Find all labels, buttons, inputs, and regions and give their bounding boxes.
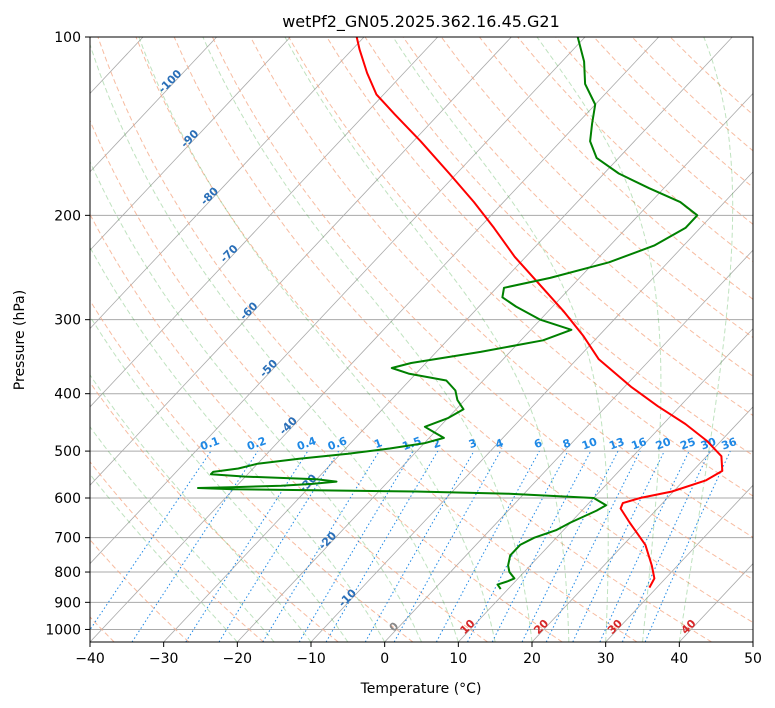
mixing-ratio-label: 13 (607, 435, 626, 452)
y-axis-ticks: 1000 900 800 700 600 500 400 300 200 100 (45, 30, 90, 638)
x-tick-label: 20 (523, 651, 541, 667)
mixing-ratio-label: 4 (494, 436, 506, 451)
mixing-ratio-label: 16 (630, 435, 649, 453)
isotherm-line (531, 406, 753, 642)
mixing-ratio-label: 20 (654, 435, 673, 453)
moist-adiabat-line (536, 37, 662, 642)
y-tick-label: 700 (54, 531, 81, 547)
dry-adiabat-line (250, 37, 753, 538)
y-axis-label: Pressure (hPa) (12, 290, 28, 390)
dry-adiabat-line (97, 37, 638, 642)
moist-adiabat-line (202, 37, 533, 642)
x-tick-label: −10 (296, 651, 326, 667)
isotherm-line (458, 327, 753, 642)
dewpoint-profile-line (197, 37, 699, 590)
x-tick-label: 50 (744, 651, 762, 667)
mixing-ratio-line (131, 450, 259, 642)
mixing-ratio-line (435, 450, 540, 642)
isotherm-line (90, 37, 291, 251)
x-tick-label: −40 (75, 651, 105, 667)
mixing-ratio-line (521, 450, 619, 642)
mixing-ratio-label: 0.6 (326, 434, 349, 453)
isotherm-line (605, 484, 753, 642)
dry-adiabat-line (211, 37, 753, 581)
mixing-ratio-label: 1 (372, 436, 384, 451)
chart-title: wetPf2_GN05.2025.362.16.45.G21 (282, 12, 560, 32)
x-axis-label: Temperature (°C) (360, 681, 482, 697)
mixing-ratio-label: 36 (720, 435, 739, 453)
x-axis-ticks: −40 −30 −20 −10 0 10 20 30 40 50 (75, 642, 762, 667)
y-tick-label: 1000 (45, 622, 81, 638)
mixing-ratio-label: 8 (561, 436, 573, 451)
moist-adiabat-line (284, 37, 570, 642)
dry-adiabat-line (440, 37, 753, 339)
dry-adiabat-line (135, 37, 712, 642)
mixing-ratio-label: 1.5 (400, 434, 423, 453)
isotherm-line (163, 37, 733, 642)
mixing-ratio-label: 6 (532, 436, 544, 451)
moist-adiabat-line (90, 473, 238, 642)
dry-adiabat-line (90, 213, 488, 642)
isotherm-line (384, 249, 753, 642)
mixing-ratio-line (393, 450, 502, 642)
isotherm-line (90, 37, 659, 642)
dry-adiabat-line (402, 37, 753, 377)
isotherm-line (90, 37, 586, 565)
mixing-ratio-line (644, 450, 731, 642)
dry-adiabat-line (90, 539, 190, 642)
moist-adiabat-line (90, 42, 459, 642)
mixing-ratio-label: 10 (580, 435, 599, 453)
mixing-ratio-label: 2 (431, 436, 443, 451)
y-tick-label: 800 (54, 565, 81, 581)
x-tick-label: 10 (449, 651, 467, 667)
moist-adiabat-line (392, 37, 609, 642)
y-tick-label: 400 (54, 387, 81, 403)
mixing-ratio-line (90, 450, 212, 631)
mixing-ratio-label: 0.2 (245, 434, 268, 453)
dry-adiabat-line (326, 37, 753, 457)
mixing-ratio-line (621, 450, 711, 642)
plot-frame (89, 36, 754, 643)
x-tick-label: 40 (670, 651, 688, 667)
moist-adiabat-line (138, 37, 496, 642)
y-tick-label: 500 (54, 444, 81, 460)
temperature-profile-line (355, 37, 724, 589)
moist-adiabat-line (90, 160, 422, 642)
isotherm-line (90, 37, 217, 173)
y-tick-label: 300 (54, 313, 81, 329)
dry-adiabat-line (90, 461, 264, 642)
y-tick-label: 600 (54, 491, 81, 507)
mixing-ratio-label: 3 (467, 436, 479, 451)
mixing-ratio-line (545, 450, 641, 642)
dry-adiabat-line (90, 119, 563, 642)
isotherm-line (237, 92, 753, 642)
y-tick-label: 200 (54, 208, 81, 224)
isotherm-line (90, 37, 365, 330)
dry-adiabat-line (288, 37, 753, 497)
mixing-ratio-label: 25 (678, 435, 697, 452)
dry-adiabat-line (173, 37, 753, 624)
mixing-ratio-line (185, 450, 309, 642)
isotherm-line (90, 37, 438, 408)
y-tick-label: 100 (54, 30, 81, 46)
x-tick-label: 30 (597, 651, 615, 667)
x-tick-label: 0 (380, 651, 389, 667)
mixing-ratio-line (262, 450, 380, 642)
mixing-ratio-label: 0.1 (198, 434, 221, 453)
x-tick-label: −30 (149, 651, 179, 667)
mixing-ratio-label: 0.4 (295, 434, 318, 453)
moist-adiabat-line (678, 37, 734, 642)
sounding-profiles (197, 37, 724, 590)
y-tick-label: 900 (54, 595, 81, 611)
x-tick-label: −20 (223, 651, 253, 667)
mixing-ratio-labels: 0.1 0.2 0.4 0.6 1 1.5 2 3 4 6 8 10 13 16 20 25 30 36 (198, 434, 738, 453)
